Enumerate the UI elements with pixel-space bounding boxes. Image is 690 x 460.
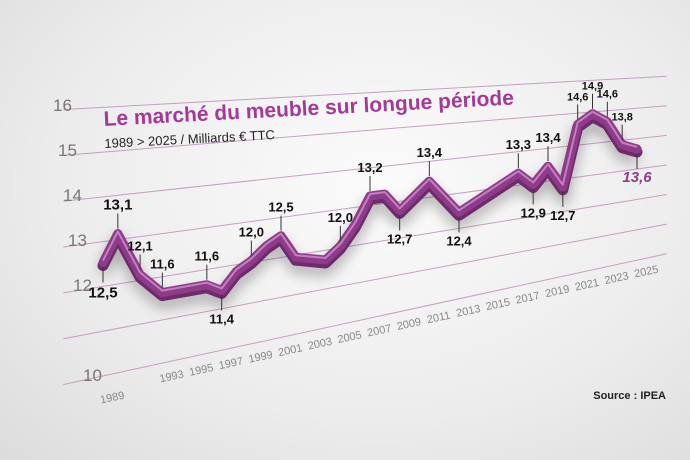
data-label: 13,3 [506,137,531,152]
gridlines [63,75,667,386]
y-tick-label: 14 [63,186,82,205]
source-note: Source : IPEA [593,390,666,402]
data-label: 11,6 [195,249,220,264]
x-tick-label: 2015 [485,296,511,313]
data-label: 14,6 [567,91,588,103]
data-label: 14,9 [582,81,603,93]
data-label: 12,0 [328,210,353,225]
x-tick-label: 2001 [277,342,303,359]
x-tick-label: 1993 [158,369,184,386]
x-tick-label: 1995 [188,362,214,379]
gridline [63,223,667,340]
data-label: 14,6 [597,89,618,101]
data-label: 12,1 [127,238,152,253]
data-label: 13,6 [622,169,652,186]
data-label: 13,8 [611,112,632,124]
gridline [63,134,667,202]
x-tick-label: 1997 [218,355,244,372]
x-tick-label: 2013 [455,303,481,320]
data-label: 13,1 [103,197,132,214]
x-tick-label: 1999 [247,349,273,366]
x-tick-label: 2009 [396,316,422,333]
data-label: 13,2 [357,160,382,175]
x-tick-label: 2017 [514,290,540,307]
x-tick-label: 2025 [633,264,659,281]
x-tick-label: 1989 [99,390,125,407]
data-label: 12,7 [550,208,575,223]
x-tick-label: 2021 [574,277,600,294]
y-axis: 16 15 14 13 12 10 [53,96,102,385]
data-label: 12,0 [239,225,264,240]
x-tick-label: 2019 [544,283,570,300]
data-label: 12,5 [268,200,293,215]
y-tick-label: 10 [83,366,102,385]
data-label: 11,6 [150,257,175,272]
x-tick-label: 2007 [366,323,392,340]
data-labels: 12,5 13,1 12,1 11,6 11,6 11,4 12,0 12,5 12,0 13,2… [88,81,652,327]
x-tick-label: 2005 [336,329,362,346]
y-tick-label: 15 [58,141,77,160]
data-label: 12,5 [88,285,117,302]
data-label: 13,4 [535,130,561,145]
x-tick-label: 2023 [603,270,629,287]
x-tick-label: 2003 [307,336,333,353]
y-tick-label: 13 [68,231,87,250]
line-highlight [102,110,638,292]
data-label: 13,4 [417,145,443,160]
data-label: 12,4 [446,233,472,248]
gridline [63,194,667,294]
data-label: 12,9 [521,205,546,220]
data-label: 11,4 [209,311,234,326]
y-tick-label: 16 [53,96,72,115]
series-line [97,109,643,308]
x-tick-label: 2011 [426,310,452,327]
y-tick-label: 12 [73,276,92,295]
gridline [63,105,667,156]
gridline [63,75,667,111]
gridline [63,253,667,386]
x-axis: 1989 1993 1995 1997 1999 2001 2003 2005 2007 2009… [99,264,659,407]
data-label: 12,7 [387,231,412,246]
